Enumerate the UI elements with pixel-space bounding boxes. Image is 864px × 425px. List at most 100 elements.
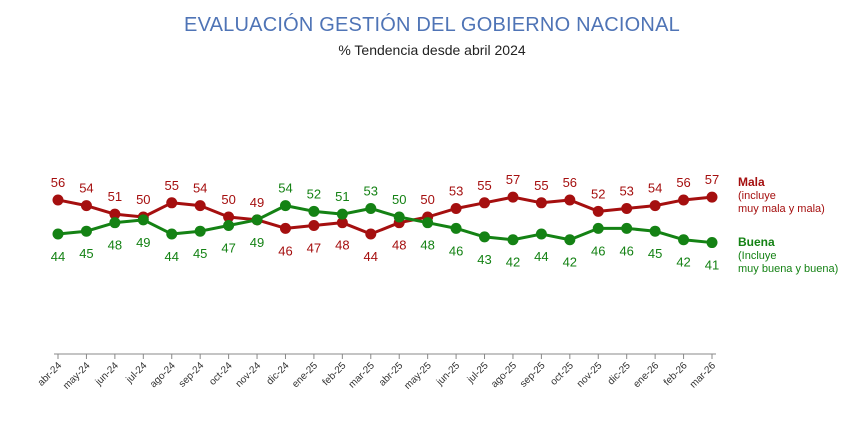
mala-data-label: 54	[79, 181, 93, 196]
mala-point	[166, 197, 178, 209]
legend-mala-title: Mala	[738, 175, 765, 189]
buena-point	[251, 214, 263, 226]
buena-point	[52, 228, 64, 240]
buena-data-label: 44	[51, 249, 65, 264]
mala-point	[592, 205, 604, 217]
mala-data-label: 48	[392, 238, 406, 253]
mala-data-label: 57	[506, 172, 520, 187]
legend-buena-sub2: muy buena y buena)	[738, 263, 839, 275]
buena-point	[393, 211, 405, 223]
mala-data-label: 50	[221, 192, 235, 207]
buena-point	[279, 200, 291, 212]
mala-point	[80, 200, 92, 212]
buena-point	[564, 234, 576, 246]
buena-point	[365, 202, 377, 214]
mala-data-label: 53	[619, 183, 633, 198]
mala-data-label: 56	[563, 175, 577, 190]
chart-title: EVALUACIÓN GESTIÓN DEL GOBIERNO NACIONAL	[184, 14, 680, 36]
x-tick-label: ene-26	[631, 360, 661, 390]
mala-data-label: 50	[136, 192, 150, 207]
buena-point	[479, 231, 491, 243]
legend-buena-sub1: (Incluye	[738, 250, 777, 262]
buena-data-label: 46	[619, 243, 633, 258]
buena-data-label: 45	[193, 246, 207, 261]
mala-point	[535, 197, 547, 209]
mala-point	[678, 194, 690, 206]
mala-data-label: 52	[591, 186, 605, 201]
mala-point	[507, 191, 519, 203]
buena-data-label: 54	[278, 181, 292, 196]
buena-data-label: 44	[534, 249, 548, 264]
buena-data-label: 48	[108, 238, 122, 253]
mala-point	[564, 194, 576, 206]
buena-point	[194, 225, 206, 237]
buena-data-label: 44	[165, 249, 179, 264]
buena-point	[621, 222, 633, 234]
legend-mala-sub1: (incluye	[738, 190, 776, 202]
mala-point	[365, 228, 377, 240]
buena-data-label: 49	[136, 235, 150, 250]
buena-point	[422, 217, 434, 229]
x-tick-label: jul-24	[124, 360, 150, 386]
x-tick-label: ago-25	[489, 360, 519, 390]
x-tick-label: nov-24	[234, 360, 264, 390]
buena-data-label: 53	[364, 183, 378, 198]
buena-data-label: 45	[648, 246, 662, 261]
mala-point	[194, 200, 206, 212]
buena-data-label: 46	[591, 243, 605, 258]
mala-data-label: 48	[335, 238, 349, 253]
buena-data-label: 43	[477, 252, 491, 267]
buena-point	[336, 208, 348, 220]
mala-point	[308, 220, 320, 232]
mala-data-label: 54	[193, 181, 207, 196]
mala-data-label: 56	[51, 175, 65, 190]
buena-point	[308, 205, 320, 217]
chart-subtitle: % Tendencia desde abril 2024	[338, 42, 526, 58]
mala-point	[479, 197, 491, 209]
mala-point	[649, 200, 661, 212]
buena-data-label: 45	[79, 246, 93, 261]
x-tick-label: mar-26	[688, 360, 718, 390]
mala-data-label: 55	[534, 178, 548, 193]
buena-point	[649, 225, 661, 237]
mala-point	[336, 217, 348, 229]
buena-point	[450, 222, 462, 234]
mala-point	[52, 194, 64, 206]
x-tick-label: dic-25	[606, 360, 633, 387]
x-tick-label: sep-25	[518, 360, 548, 390]
buena-data-label: 42	[563, 255, 577, 270]
buena-data-label: 42	[506, 255, 520, 270]
x-tick-label: jun-25	[434, 360, 462, 388]
mala-point	[279, 222, 291, 234]
mala-data-label: 47	[307, 241, 321, 256]
x-tick-label: mar-25	[347, 360, 377, 390]
mala-data-label: 49	[250, 195, 264, 210]
buena-data-label: 52	[307, 186, 321, 201]
mala-data-label: 51	[108, 189, 122, 204]
mala-point	[109, 208, 121, 220]
mala-data-label: 50	[420, 192, 434, 207]
mala-data-label: 54	[648, 181, 662, 196]
x-tick-label: feb-26	[662, 360, 690, 388]
mala-data-label: 57	[705, 172, 719, 187]
legend-mala: Mala (incluye muy mala y mala)	[738, 175, 825, 216]
buena-point	[166, 228, 178, 240]
legend-buena-title: Buena	[738, 235, 775, 249]
mala-data-label: 55	[477, 178, 491, 193]
buena-data-label: 48	[420, 238, 434, 253]
buena-point	[80, 225, 92, 237]
mala-data-label: 56	[676, 175, 690, 190]
mala-data-label: 44	[364, 249, 378, 264]
buena-point	[706, 237, 718, 249]
buena-data-label: 42	[676, 255, 690, 270]
x-tick-label: may-24	[61, 360, 93, 392]
buena-data-label: 41	[705, 258, 719, 273]
buena-point	[535, 228, 547, 240]
buena-point	[109, 217, 121, 229]
mala-point	[450, 202, 462, 214]
mala-point	[706, 191, 718, 203]
buena-data-label: 50	[392, 192, 406, 207]
buena-point	[678, 234, 690, 246]
x-tick-label: nov-25	[575, 360, 605, 390]
